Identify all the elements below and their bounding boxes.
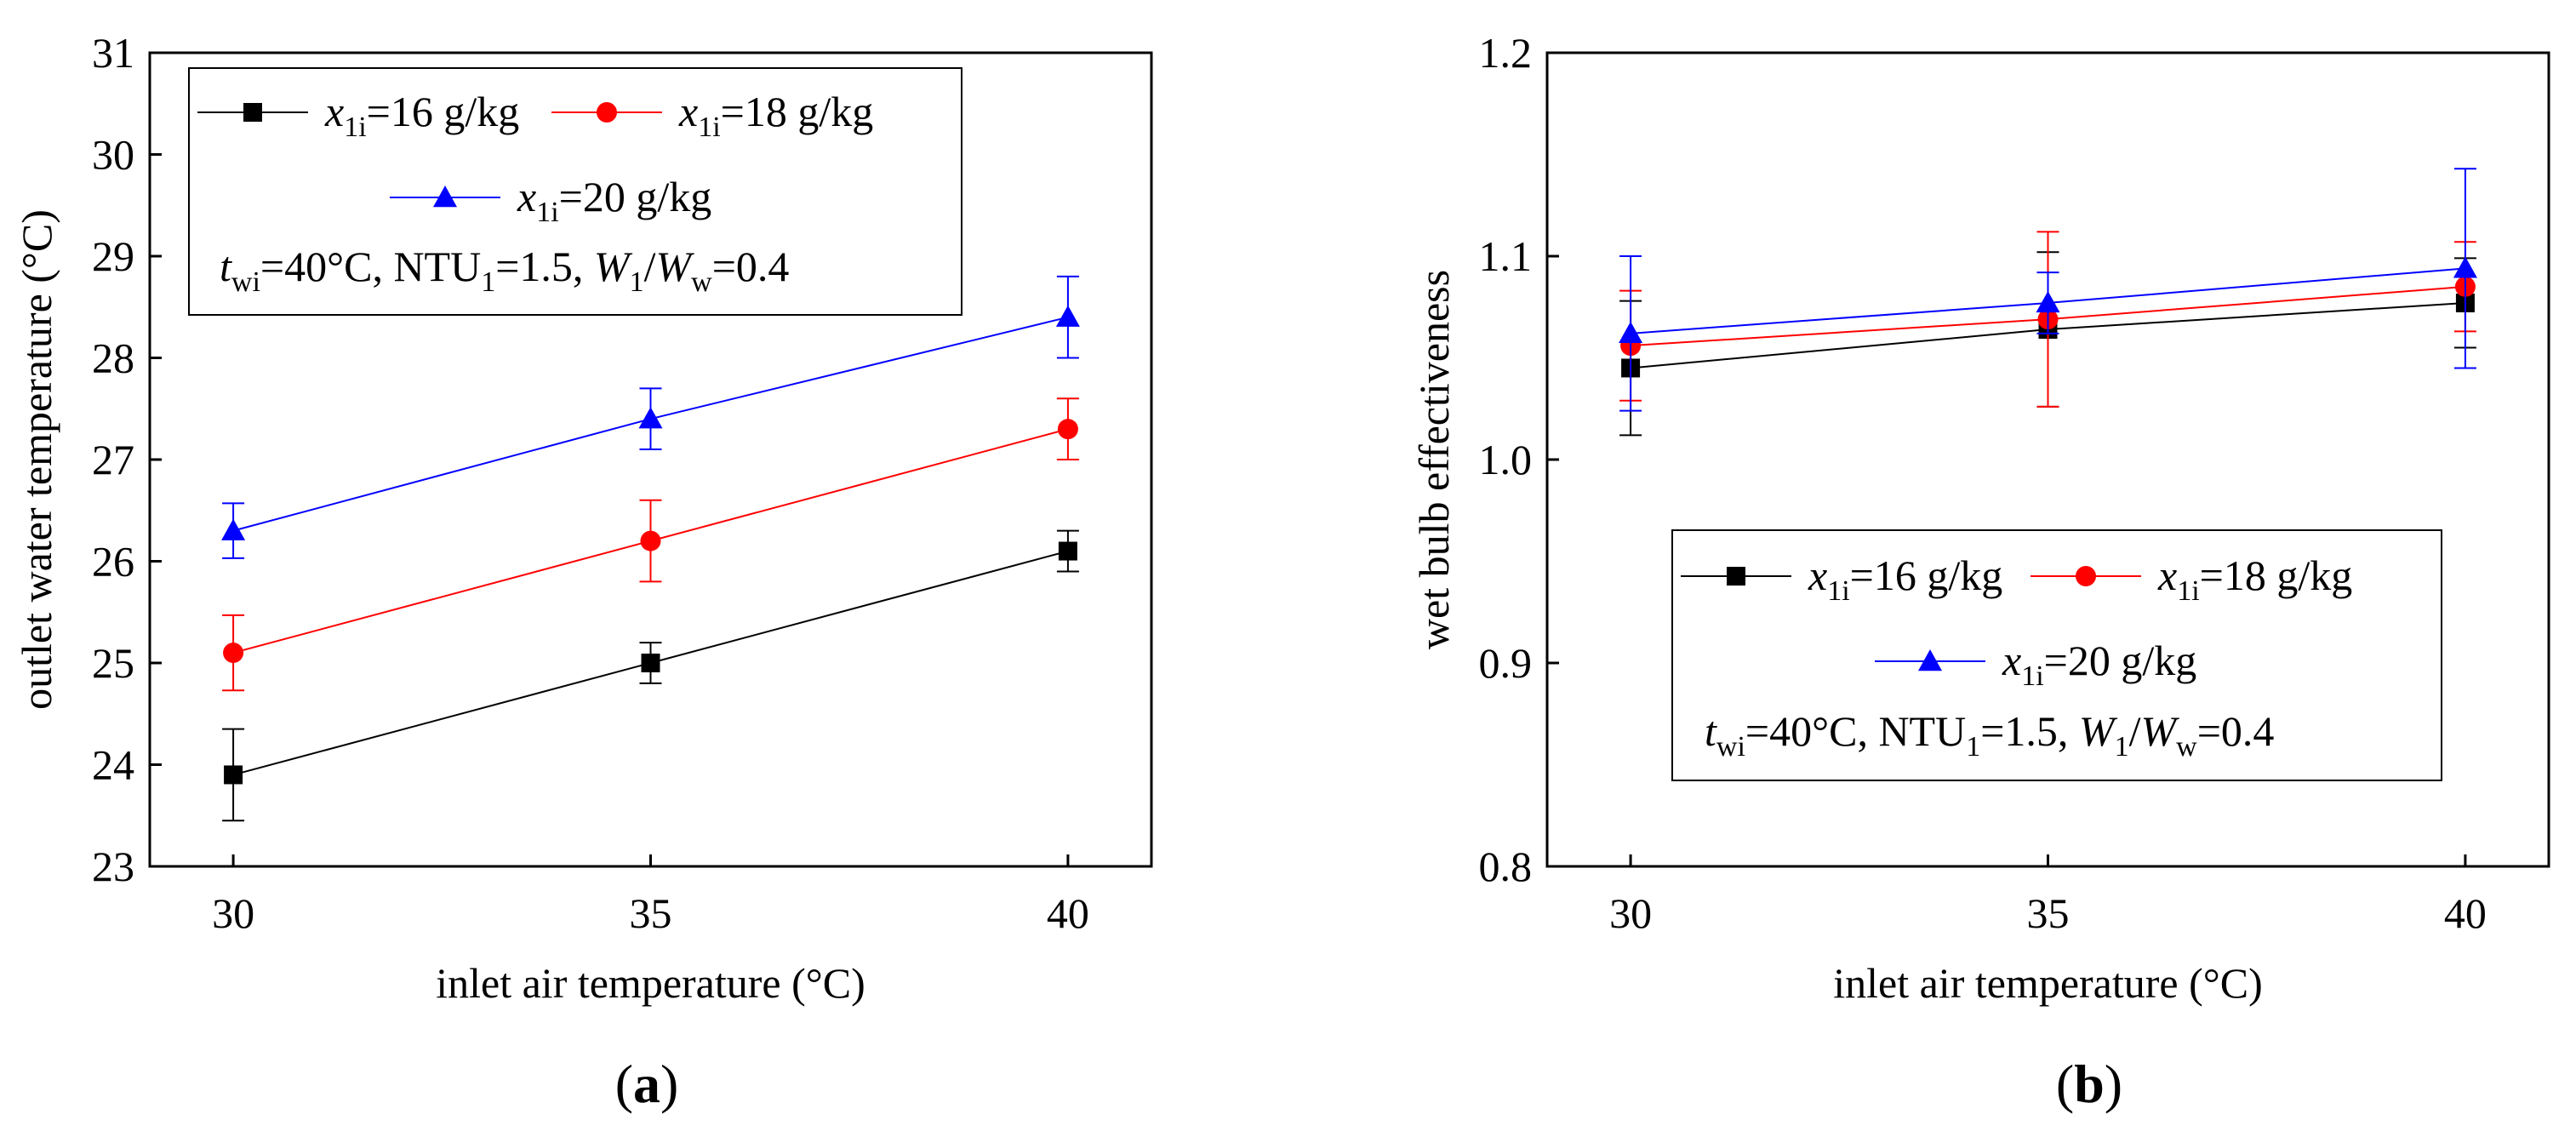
x-tick-label: 35 xyxy=(630,889,672,937)
x-tick-label: 40 xyxy=(1047,889,1089,937)
legend-marker xyxy=(597,102,617,123)
data-point xyxy=(638,407,663,429)
series-2 xyxy=(222,397,1079,692)
legend-entry: x1i=20 g/kg xyxy=(390,173,711,228)
x-tick-label: 35 xyxy=(2027,889,2070,937)
y-tick-label: 25 xyxy=(92,639,134,687)
data-point xyxy=(1057,419,1078,440)
legend-marker xyxy=(433,186,457,208)
legend-marker xyxy=(1918,649,1942,671)
data-point xyxy=(640,530,661,551)
y-tick-label: 24 xyxy=(92,741,134,789)
data-point xyxy=(223,643,244,664)
legend-label: x1i=20 g/kg xyxy=(2002,637,2196,692)
y-tick-label: 30 xyxy=(92,131,134,179)
data-point xyxy=(2453,256,2477,278)
data-point xyxy=(641,654,660,672)
legend-entry: x1i=16 g/kg xyxy=(1681,551,2002,607)
x-axis-label: inlet air temperature (°C) xyxy=(1833,959,2263,1007)
y-tick-label: 23 xyxy=(92,843,134,890)
chart-panel-a: 23 24 25 26 27 28 29 30 31 30 35 40 inlet air temper… xyxy=(13,29,1153,1114)
y-tick-label: 31 xyxy=(92,29,134,77)
conditions-annotation: twi=40°C, NTU1=1.5, W1/Ww=0.4 xyxy=(1705,707,2274,763)
panel-label: (a) xyxy=(615,1054,679,1114)
series-1 xyxy=(222,529,1079,822)
y-tick-label: 28 xyxy=(92,334,134,382)
chart-panel-b: 0.8 0.9 1.0 1.1 1.2 30 35 40 inlet air temperatu… xyxy=(1410,29,2550,1114)
data-point xyxy=(1619,321,1643,344)
x-tick-label: 40 xyxy=(2444,889,2487,937)
legend-marker xyxy=(1727,567,1745,586)
data-point xyxy=(1058,541,1077,561)
legend-box xyxy=(188,67,962,316)
y-axis-label: wet bulb effectiveness xyxy=(1410,270,1458,649)
y-tick-label: 27 xyxy=(92,436,134,483)
y-tick-label: 0.8 xyxy=(1479,843,1533,890)
y-tick-label: 26 xyxy=(92,538,134,586)
y-tick-label: 1.1 xyxy=(1479,232,1533,280)
legend-marker xyxy=(243,103,262,122)
data-point xyxy=(2036,290,2060,313)
y-axis-label: outlet water temperature (°C) xyxy=(13,209,60,710)
x-tick-label: 30 xyxy=(212,889,254,937)
series-3 xyxy=(221,275,1080,559)
data-point xyxy=(1055,305,1080,327)
legend-entry: x1i=16 g/kg xyxy=(197,88,519,143)
legend-entry: x1i=20 g/kg xyxy=(1875,637,2196,692)
x-axis-label: inlet air temperature (°C) xyxy=(436,959,865,1007)
legend-label: x1i=18 g/kg xyxy=(678,88,873,143)
data-point xyxy=(224,765,243,785)
y-tick-label: 29 xyxy=(92,232,134,280)
legend: x1i=16 g/kg x1i=18 g/kg x1i=20 g/kg twi=40°… xyxy=(188,67,962,316)
legend-entry: x1i=18 g/kg xyxy=(551,88,873,143)
x-tick-label: 30 xyxy=(1609,889,1652,937)
legend-label: x1i=16 g/kg xyxy=(324,88,519,143)
legend-entry: x1i=18 g/kg xyxy=(2031,551,2352,607)
legend-marker xyxy=(2076,566,2096,586)
panel-label: (b) xyxy=(2056,1054,2122,1114)
series-3 xyxy=(1619,168,2477,412)
y-tick-label: 1.2 xyxy=(1479,29,1533,77)
legend-label: x1i=18 g/kg xyxy=(2157,551,2352,607)
legend-box xyxy=(1671,529,2442,781)
conditions-annotation: twi=40°C, NTU1=1.5, W1/Ww=0.4 xyxy=(220,243,789,298)
y-tick-label: 1.0 xyxy=(1479,436,1533,483)
legend-label: x1i=20 g/kg xyxy=(517,173,711,228)
legend-label: x1i=16 g/kg xyxy=(1808,551,2002,607)
y-tick-label: 0.9 xyxy=(1479,639,1533,687)
data-point xyxy=(221,518,246,540)
legend: x1i=16 g/kg x1i=18 g/kg x1i=20 g/kg twi=40°… xyxy=(1671,529,2442,781)
